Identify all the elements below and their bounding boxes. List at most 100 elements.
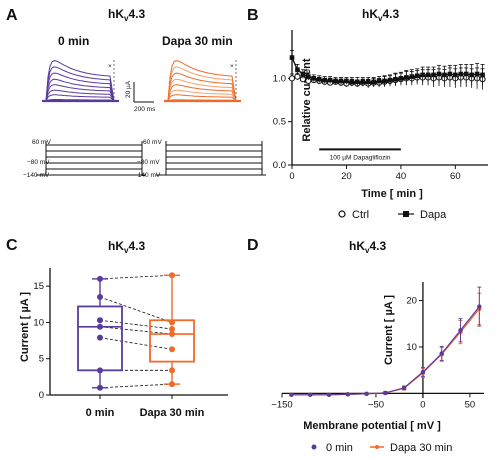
x-tick-label: 0 <box>289 171 294 182</box>
point-dapa <box>458 71 464 77</box>
pair-connector <box>99 319 173 330</box>
panel-d-legend: 0 min Dapa 30 min <box>311 442 452 454</box>
legend-0min-marker <box>311 444 317 450</box>
current-trace <box>42 60 118 102</box>
panel-c-ylabel: Current [ µA ] <box>19 292 31 362</box>
current-trace <box>164 72 240 102</box>
data-point <box>169 319 175 326</box>
x-tick-label: 60 <box>450 171 461 182</box>
point-dapa <box>327 77 333 83</box>
data-point <box>97 367 103 374</box>
point-dapa <box>376 78 382 84</box>
point-dapa <box>306 74 311 79</box>
current-trace <box>42 72 118 102</box>
panel-a-left-label: 0 min <box>58 34 89 48</box>
legend-ctrl-marker <box>338 210 346 218</box>
y-tick-label: 0.5 <box>273 117 286 128</box>
data-point <box>169 272 175 279</box>
point-0min <box>326 392 332 397</box>
point-0min <box>458 328 463 333</box>
data-point <box>169 367 175 374</box>
legend-dapa-dot <box>375 445 379 449</box>
scale-current-label: 20 µA <box>125 80 132 98</box>
point-dapa <box>382 78 387 84</box>
protocol-left-140mv: −140 mV <box>23 172 50 179</box>
data-point <box>97 294 103 301</box>
point-dapa <box>420 72 425 78</box>
point-dapa <box>316 76 322 82</box>
current-trace <box>42 84 118 102</box>
point-0min <box>383 390 388 396</box>
point-0min <box>364 391 369 397</box>
panel-d-title: hKv4.3 <box>349 239 386 255</box>
y-tick-label: 20 <box>406 296 417 307</box>
x-tick-label: 50 <box>465 399 476 410</box>
panel-c-plot: 0 5 10 15 0 min Dapa 30 min <box>33 268 228 419</box>
point-0min <box>420 369 426 375</box>
point-dapa <box>387 77 393 83</box>
voltage-protocol-right <box>156 141 266 176</box>
panel-d: D hKv4.3 Current [ µA ] Membrane potenti… <box>247 237 484 454</box>
y-tick-label: 10 <box>33 317 44 328</box>
traces-dapa <box>164 60 241 103</box>
panel-d-label: D <box>247 237 259 254</box>
legend-dapa30-label: Dapa 30 min <box>390 442 452 454</box>
point-dapa <box>344 78 349 84</box>
data-point <box>169 346 175 353</box>
pair-connector <box>99 274 173 280</box>
traces-0min <box>42 60 119 103</box>
dapagliflozin-label: 100 µM Dapagliflozin <box>330 154 391 161</box>
point-dapa <box>349 79 355 85</box>
point-dapa <box>414 73 420 79</box>
point-ctrl <box>288 75 296 82</box>
point-0min <box>307 392 313 397</box>
x-tick-label: 0 <box>420 399 425 410</box>
panel-b-title: hKv4.3 <box>362 7 399 23</box>
panel-b-plot: 0 20 40 60 0.0 0.5 1.0 100 µM Dapagliflozin <box>273 30 488 182</box>
current-trace <box>42 89 118 102</box>
panel-a-title: hKv4.3 <box>108 7 145 23</box>
point-0min <box>289 392 294 397</box>
x-tick-label: −150 <box>271 399 292 410</box>
point-0min <box>477 304 482 309</box>
x-tick-label: 20 <box>341 171 352 182</box>
point-dapa <box>463 71 469 77</box>
panel-c-title: hKv4.3 <box>108 239 145 255</box>
protocol-left-60mv: 60 mV <box>32 139 51 146</box>
pair-connector <box>99 383 173 389</box>
x-tick-label: 40 <box>396 171 407 182</box>
data-point <box>97 384 103 391</box>
current-trace <box>42 78 118 102</box>
current-trace <box>164 78 240 102</box>
point-dapa <box>447 71 453 77</box>
voltage-protocol-left <box>36 141 146 176</box>
current-trace <box>164 89 240 102</box>
y-tick-label: 1.0 <box>273 73 286 84</box>
data-point <box>169 381 175 388</box>
current-trace <box>164 66 240 102</box>
panel-a: A hKv4.3 0 min Dapa 30 min × × 20 µA 200… <box>6 7 266 179</box>
panel-c: C hKv4.3 Current [ µA ] 0 5 10 15 0 min Dapa … <box>6 237 228 419</box>
data-point <box>169 331 175 338</box>
x-tick-label: 0 min <box>86 407 115 419</box>
current-trace <box>42 94 118 102</box>
point-dapa <box>333 78 338 84</box>
legend-dapa-label: Dapa <box>420 209 447 221</box>
panel-c-label: C <box>6 237 18 254</box>
data-point <box>97 275 103 282</box>
pair-connector <box>99 326 173 335</box>
point-dapa <box>371 79 376 85</box>
panel-b-xlabel: Time [ min ] <box>361 188 423 200</box>
point-dapa <box>295 67 300 72</box>
point-dapa <box>453 72 458 78</box>
point-dapa <box>289 55 295 60</box>
panel-b: B hKv4.3 Relative current Time [ min ] 0… <box>247 7 488 221</box>
current-trace <box>164 84 240 102</box>
current-trace <box>42 66 118 102</box>
y-tick-label: 5 <box>39 354 44 365</box>
point-0min <box>401 385 407 390</box>
legend-0min-label: 0 min <box>326 442 353 454</box>
marker-x-left: × <box>108 63 112 70</box>
point-dapa <box>300 71 306 77</box>
